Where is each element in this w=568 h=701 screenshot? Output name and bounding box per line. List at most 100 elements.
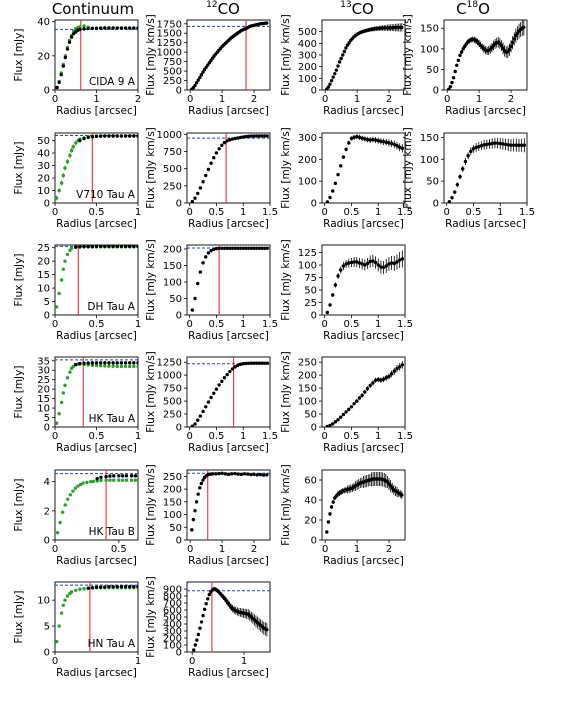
data-point [230,137,235,141]
data-point [357,261,362,265]
data-point [347,407,351,412]
x-tick-label: 0.5 [343,319,359,330]
data-point [249,134,253,138]
data-point [111,361,115,365]
data-point [509,44,513,49]
y-axis-label: Flux [mJy km/s] [145,576,157,658]
data-point [190,424,195,427]
y-tick-label: 0 [44,536,50,547]
data-point [262,134,267,138]
data-point [265,21,269,25]
data-point [352,135,356,140]
x-tick-label: 1 [219,544,225,555]
data-point [328,303,332,307]
data-point [331,500,335,504]
data-point [341,264,346,268]
data-point [384,376,388,380]
data-point [98,26,103,30]
x-tick-label: 0 [186,207,192,218]
data-point [98,134,103,138]
data-point [119,245,124,249]
data-point [98,245,103,249]
y-tick-label: 20 [37,51,50,62]
data-point [339,415,343,419]
data-point [244,246,248,251]
data-point [55,639,59,644]
data-point [196,418,200,422]
data-point [112,478,116,482]
data-point [450,80,454,85]
data-point [65,594,70,598]
data-point [65,47,70,51]
data-point [128,26,132,30]
data-point [458,53,462,58]
data-point [71,489,75,493]
data-point [132,364,136,369]
data-point [65,252,70,257]
data-point [81,481,85,485]
data-point [397,145,402,149]
data-point [339,268,343,272]
y-tick-label: 250 [163,472,182,483]
y-tick-label: 1000 [157,130,182,141]
data-point [265,473,269,477]
plot-area [187,245,270,315]
data-point [238,246,243,251]
data-point [209,395,213,400]
data-point [373,138,378,142]
y-tick-label: 1500 [157,29,182,40]
plot-area [325,23,404,90]
plot-area [55,582,138,652]
data-point [334,68,339,72]
data-point [214,151,219,155]
data-point [328,82,332,86]
y-tick-label: 200 [163,485,182,496]
plot-area [55,20,138,90]
data-point [85,480,89,485]
plot-area [187,20,270,90]
chart-hk-13co: 0 0.5 1 1.5 0 50 100 150 200 250 Radius [arcsec] Fl… [280,351,413,454]
data-point [94,26,99,30]
x-axis-label: Radius [arcsec] [188,667,269,679]
y-tick-label: 500 [163,397,182,408]
data-point [82,361,86,365]
data-point [257,361,261,365]
data-point [487,142,492,146]
y-axis-label: Flux [mJy km/s] [280,464,292,546]
x-axis-label: Radius [arcsec] [188,218,269,230]
x-tick-label: 1 [135,431,141,442]
data-point [246,361,251,366]
plot-area [55,357,138,427]
data-point [233,471,237,476]
data-point [495,141,500,145]
data-point [99,475,103,479]
data-point [344,262,348,266]
data-point [265,246,270,251]
data-point [204,602,208,606]
axes-frame [54,469,139,541]
data-point [104,478,108,482]
x-axis-label: Radius [arcsec] [323,105,404,117]
x-tick-label: 1 [240,207,246,218]
plot-area [187,133,270,203]
data-point [132,134,136,138]
y-tick-label: 1000 [157,371,182,382]
data-point [68,370,72,374]
data-point [463,159,468,164]
data-point [514,33,518,38]
data-point [397,258,402,262]
data-point [387,141,391,145]
data-point [254,361,259,365]
column-title-12co: 12CO [206,0,240,18]
data-point [78,361,82,366]
data-point [506,143,510,147]
y-tick-label: 200 [163,634,182,645]
data-point [57,291,61,296]
y-tick-label: 0 [176,648,182,659]
y-axis-label: Flux [mJy km/s] [280,239,292,321]
y-axis-label: Flux [mJy] [13,29,25,82]
data-point [339,164,343,168]
data-point [107,364,111,368]
